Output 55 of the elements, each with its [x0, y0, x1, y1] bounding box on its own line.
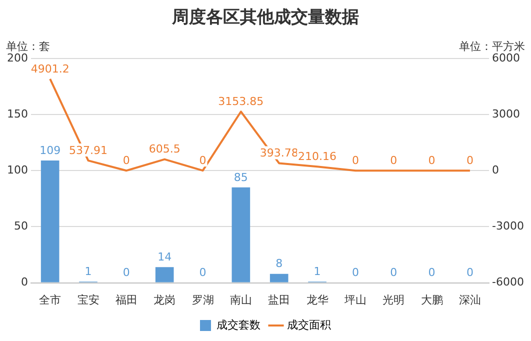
x-tick-label: 龙华	[306, 293, 328, 306]
y2-tick-label: -3000	[492, 220, 524, 233]
data-label: 14	[158, 250, 172, 264]
legend-label: 成交套数	[216, 318, 260, 332]
data-label: 210.16	[298, 150, 337, 164]
x-tick-label: 盐田	[268, 293, 290, 306]
data-label: 3153.85	[218, 94, 264, 108]
x-tick-label: 深汕	[458, 293, 481, 306]
bar	[40, 160, 60, 282]
y2-tick-label: 6000	[492, 51, 520, 64]
y-tick-label: 0	[20, 276, 28, 289]
y-tick-label: 150	[6, 107, 28, 120]
bar	[270, 274, 288, 282]
y2-tick-label: 0	[492, 163, 500, 176]
data-label: 1	[314, 265, 321, 278]
data-label: 0	[390, 266, 398, 280]
data-label: 0	[466, 266, 474, 280]
data-label: 4901.2	[30, 62, 70, 76]
y2-axis-title: 单位：平方米	[459, 40, 525, 53]
x-tick-label: 光明	[382, 293, 405, 306]
data-label: 0	[390, 154, 398, 167]
data-label: 0	[122, 154, 130, 167]
data-label: 0	[352, 154, 359, 167]
x-tick-label: 福田	[115, 293, 138, 306]
data-label: 0	[428, 266, 436, 280]
data-label: 0	[122, 266, 130, 280]
y-tick-label: 50	[14, 220, 28, 233]
data-label: 0	[199, 154, 206, 167]
data-label: 393.78	[260, 146, 298, 160]
x-tick-label: 坪山	[343, 293, 366, 306]
data-label: 0	[428, 154, 436, 167]
x-tick-label: 罗湖	[192, 293, 214, 306]
x-tick-label: 全市	[39, 293, 62, 306]
x-tick-label: 大鹏	[420, 293, 443, 306]
data-label: 8	[276, 257, 283, 270]
data-label: 85	[234, 170, 248, 184]
x-tick-label: 龙岗	[154, 293, 176, 306]
data-label: 109	[40, 144, 61, 157]
bar	[232, 187, 250, 282]
y-axis-title: 单位：套	[6, 40, 50, 53]
data-label: 0	[352, 266, 359, 280]
x-tick-label: 宝安	[77, 293, 100, 306]
legend-label: 成交面积	[287, 318, 331, 332]
y-tick-label: 100	[6, 163, 28, 176]
chart-title: 周度各区其他成交量数据	[171, 8, 359, 28]
data-label: 0	[199, 266, 206, 280]
x-tick-label: 南山	[230, 293, 252, 306]
y2-tick-label: -6000	[492, 276, 524, 289]
data-label: 537.91	[69, 144, 108, 157]
y2-tick-label: 3000	[492, 107, 520, 120]
data-label: 605.5	[148, 142, 180, 156]
data-label: 1	[84, 265, 92, 278]
data-label: 0	[466, 154, 474, 167]
bar	[155, 267, 174, 282]
y-tick-label: 200	[6, 51, 28, 64]
